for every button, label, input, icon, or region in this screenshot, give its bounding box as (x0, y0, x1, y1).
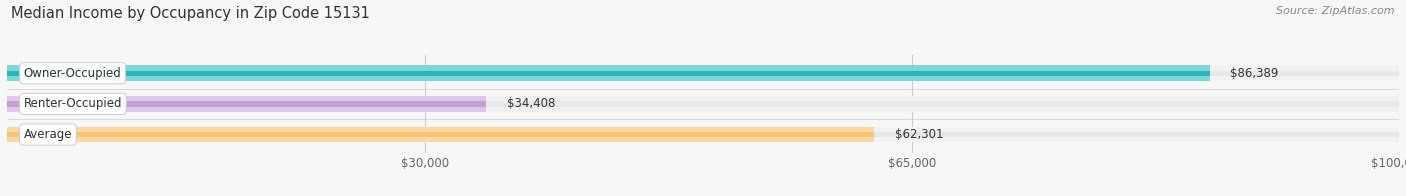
Bar (7, 107, 486, 112)
Bar (7, 65, 1209, 71)
Bar (7, 137, 875, 142)
Bar (7, 137, 1399, 142)
Bar (7, 76, 1399, 81)
Text: Average: Average (24, 128, 72, 141)
Bar (7, 96, 1399, 101)
Text: Renter-Occupied: Renter-Occupied (24, 97, 122, 110)
Bar (7, 101, 486, 107)
Bar (7, 71, 1209, 76)
Bar (7, 96, 486, 101)
Text: Owner-Occupied: Owner-Occupied (24, 67, 121, 80)
Bar (7, 107, 1399, 112)
Text: $86,389: $86,389 (1230, 67, 1279, 80)
Bar (7, 65, 1399, 71)
Bar (7, 127, 875, 132)
Text: Median Income by Occupancy in Zip Code 15131: Median Income by Occupancy in Zip Code 1… (11, 6, 370, 21)
Bar (7, 132, 1399, 137)
Bar (7, 101, 1399, 107)
Text: Source: ZipAtlas.com: Source: ZipAtlas.com (1277, 6, 1395, 16)
Text: $62,301: $62,301 (896, 128, 943, 141)
Bar (7, 76, 1209, 81)
Text: $34,408: $34,408 (506, 97, 555, 110)
Bar (7, 127, 1399, 132)
Bar (7, 132, 875, 137)
Bar (7, 71, 1399, 76)
